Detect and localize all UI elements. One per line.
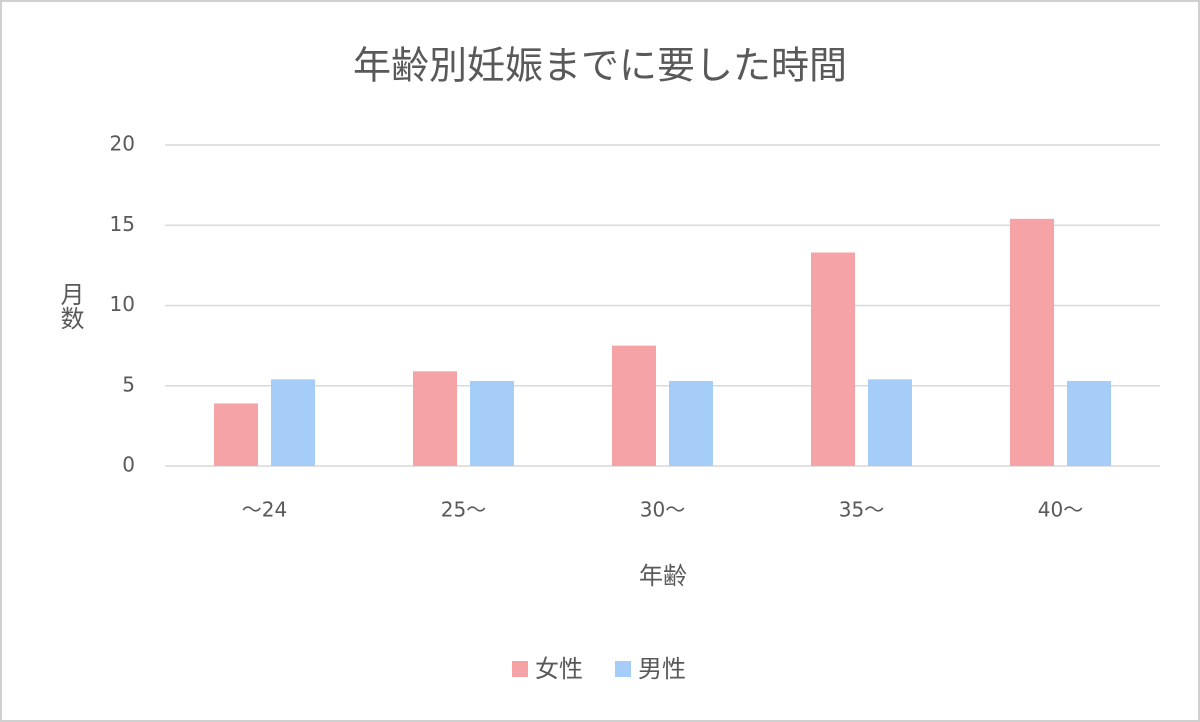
legend-label: 男性 xyxy=(638,655,686,683)
bar xyxy=(214,403,258,466)
legend-swatch xyxy=(615,661,631,677)
bar xyxy=(612,345,656,466)
y-tick-label: 15 xyxy=(110,212,135,236)
bar xyxy=(811,252,855,466)
legend-swatch xyxy=(512,661,528,677)
bar xyxy=(868,379,912,466)
x-axis-label: 年齢 xyxy=(639,562,687,590)
chart-title: 年齢別妊娠までに要した時間 xyxy=(353,44,847,88)
bar xyxy=(413,371,457,466)
x-tick-label: 35～ xyxy=(839,498,884,522)
x-tick-label: 30～ xyxy=(640,498,685,522)
legend-label: 女性 xyxy=(535,655,583,683)
y-tick-label: 10 xyxy=(110,292,135,316)
x-tick-label: 40～ xyxy=(1038,498,1083,522)
bar xyxy=(271,379,315,466)
y-tick-label: 0 xyxy=(122,453,135,477)
bar xyxy=(669,380,713,466)
x-tick-label: ～24 xyxy=(242,498,287,522)
bar xyxy=(1010,218,1054,466)
x-tick-label: 25～ xyxy=(441,498,486,522)
y-tick-label: 5 xyxy=(122,372,135,396)
bar xyxy=(1067,380,1111,466)
y-axis-label: 月数 xyxy=(56,282,84,330)
y-tick-label: 20 xyxy=(110,132,135,156)
bar xyxy=(470,380,514,466)
